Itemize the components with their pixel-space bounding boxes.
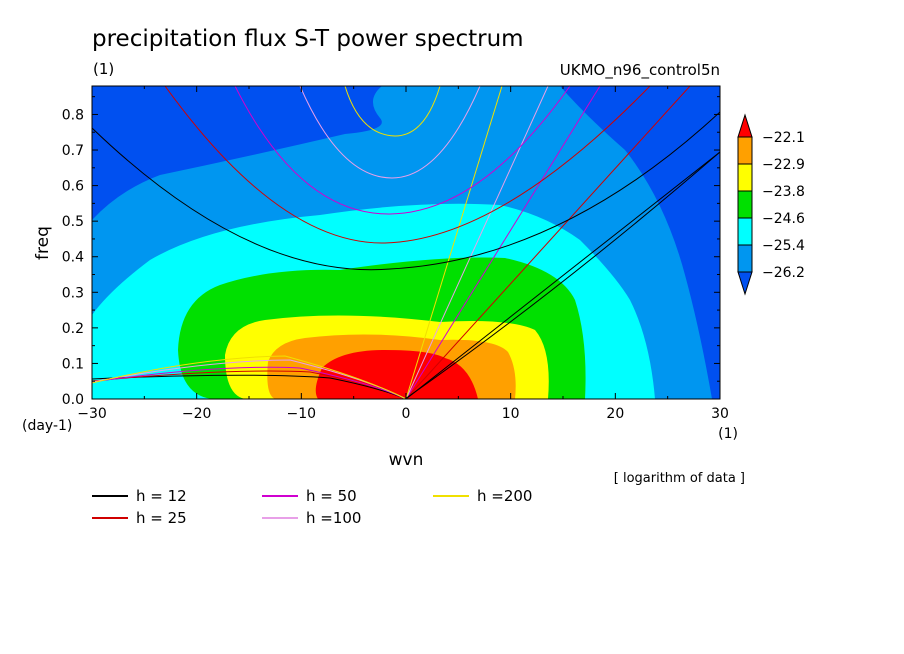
colorbar-label: −25.4 bbox=[762, 238, 805, 254]
band-darkblue-right bbox=[560, 86, 720, 399]
unit-label: (1) bbox=[93, 60, 114, 78]
dispersion-curves bbox=[92, 86, 720, 399]
y-tick-label: 0.6 bbox=[62, 179, 84, 195]
curve-kelvin-h200 bbox=[405, 86, 503, 399]
y-axis-unit: (day-1) bbox=[22, 418, 72, 434]
dataset-label: UKMO_n96_control5n bbox=[560, 61, 720, 80]
legend-label: h =200 bbox=[477, 487, 532, 505]
colorbar-segment bbox=[737, 190, 753, 219]
curve-h12-n1-upper bbox=[92, 111, 720, 271]
curve-kelvin-h25 bbox=[405, 86, 691, 399]
colorbar-segment bbox=[737, 136, 753, 165]
colorbar: −26.2 −25.4 −24.6 −23.8 −22.9 −22.1 bbox=[737, 113, 805, 296]
y-axis-label: freq bbox=[33, 226, 53, 260]
y-tick-label: 0.0 bbox=[62, 392, 84, 408]
legend-label: h = 12 bbox=[136, 487, 187, 505]
data-note: [ logarithm of data ] bbox=[614, 471, 745, 486]
colorbar-bottom-arrow bbox=[737, 271, 753, 296]
colorbar-label: −22.9 bbox=[762, 157, 805, 173]
y-tick-label: 0.4 bbox=[62, 250, 84, 266]
band-darkblue-upper-left bbox=[92, 86, 382, 220]
colorbar-label: −22.1 bbox=[762, 130, 805, 146]
band-red bbox=[315, 350, 478, 399]
x-tick-label: −30 bbox=[77, 406, 107, 422]
y-tick-label: 0.3 bbox=[62, 285, 84, 301]
y-tick-label: 0.5 bbox=[62, 214, 84, 230]
curve-kelvin-h100 bbox=[405, 86, 549, 399]
x-tick-label: 10 bbox=[502, 406, 520, 422]
y-tick-label: 0.2 bbox=[62, 321, 84, 337]
curve-h200-n1-low bbox=[92, 355, 407, 399]
curve-kelvin-h50 bbox=[405, 86, 601, 399]
x-tick-label: −20 bbox=[182, 406, 212, 422]
legend-label: h = 50 bbox=[306, 487, 357, 505]
curve-h100-n1-upper bbox=[299, 86, 481, 179]
colorbar-segment bbox=[737, 244, 753, 273]
curve-h25-n1-upper bbox=[164, 86, 651, 244]
colorbar-top-arrow bbox=[737, 113, 753, 138]
x-tick-label: 0 bbox=[402, 406, 411, 422]
legend-label: h = 25 bbox=[136, 509, 187, 527]
chart-title: precipitation flux S-T power spectrum bbox=[92, 26, 524, 52]
x-tick-label: 30 bbox=[711, 406, 729, 422]
curve-kelvin-h12 bbox=[405, 151, 720, 399]
colorbar-segment bbox=[737, 163, 753, 192]
colorbar-label: −23.8 bbox=[762, 184, 805, 200]
x-tick-label: 20 bbox=[606, 406, 624, 422]
y-axis: 0.0 0.1 0.2 0.3 0.4 0.5 0.6 0.7 0.8 bbox=[62, 96, 720, 408]
x-axis-label: wvn bbox=[389, 450, 424, 470]
plot-area bbox=[92, 86, 720, 399]
curve-h200-n1-upper bbox=[344, 86, 441, 137]
curve-h12-n1-mid bbox=[404, 151, 720, 399]
curve-h50-n1-low bbox=[92, 366, 407, 399]
legend: h = 12 h = 25 h = 50 h =100 h =200 bbox=[92, 487, 532, 527]
colorbar-label: −24.6 bbox=[762, 211, 805, 227]
y-tick-label: 0.1 bbox=[62, 356, 84, 372]
x-tick-label: −10 bbox=[287, 406, 317, 422]
colorbar-label: −26.2 bbox=[762, 265, 805, 281]
curve-h12-n1-low bbox=[92, 374, 407, 399]
legend-label: h =100 bbox=[306, 509, 361, 527]
y-tick-label: 0.7 bbox=[62, 143, 84, 159]
y-tick-label: 0.8 bbox=[62, 107, 84, 123]
x-axis-unit: (1) bbox=[718, 426, 738, 442]
curve-h50-n1-upper bbox=[234, 86, 571, 215]
colorbar-segment bbox=[737, 217, 753, 246]
x-axis: −30 −20 −10 0 10 20 30 bbox=[77, 86, 729, 422]
